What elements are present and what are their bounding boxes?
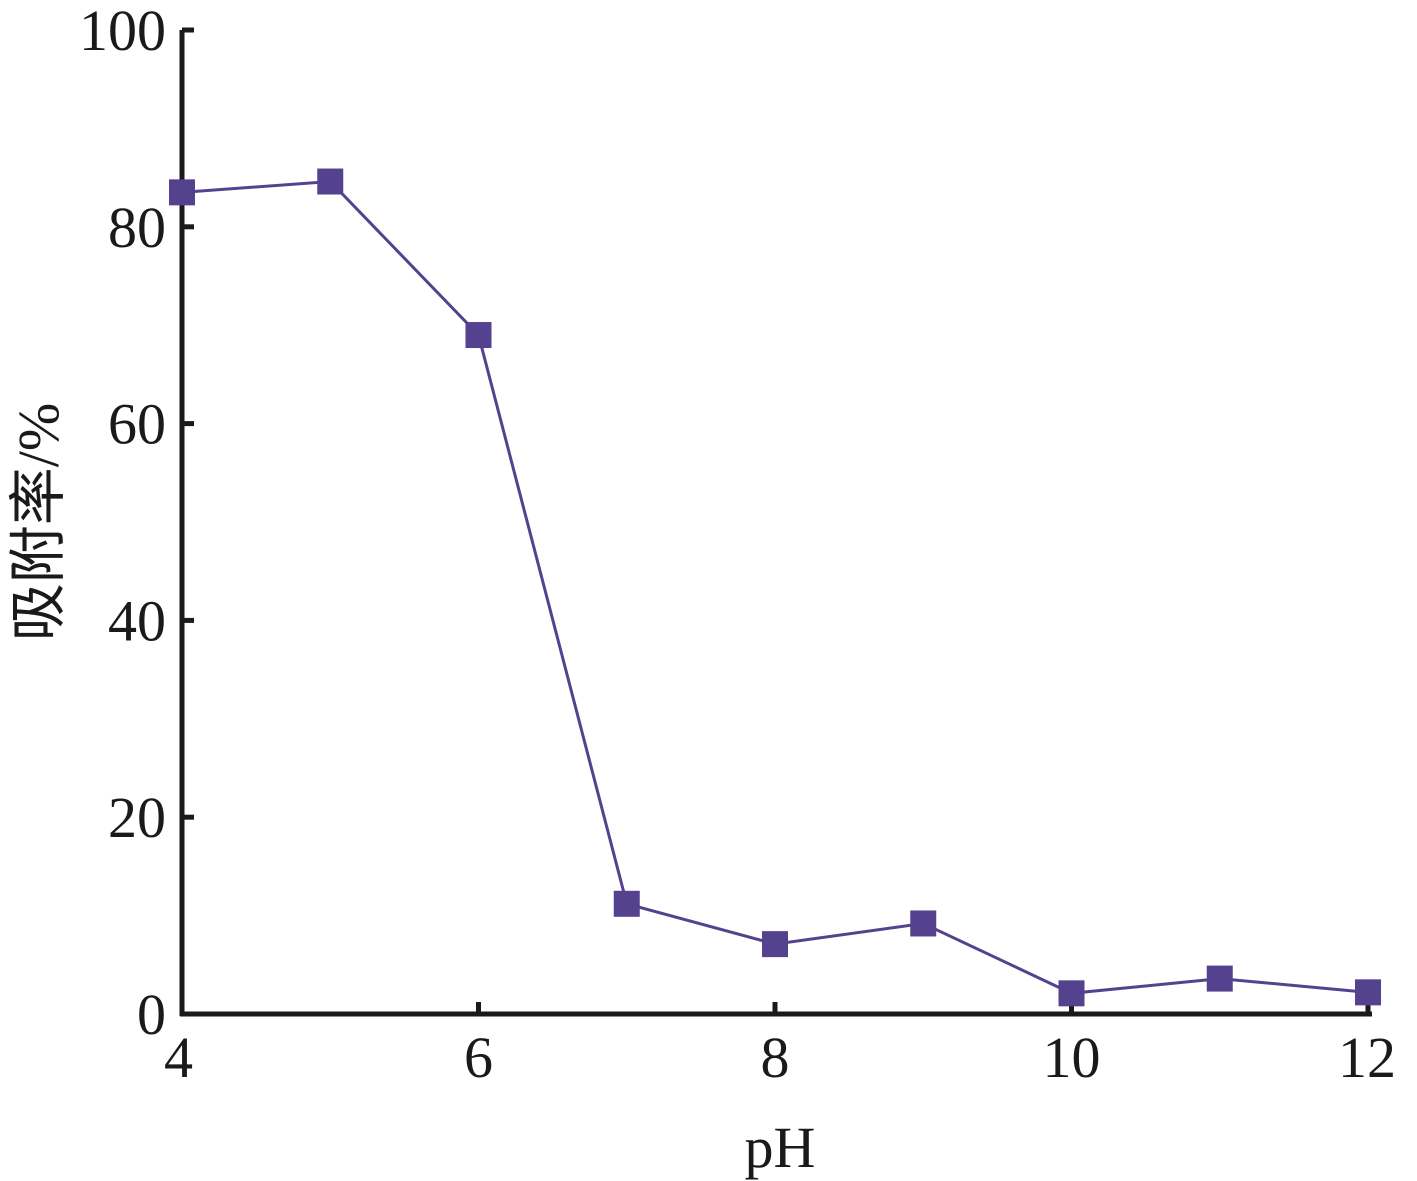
data-point xyxy=(613,890,640,917)
data-point xyxy=(169,179,195,206)
x-tick-label: 6 xyxy=(464,1025,493,1090)
series-layer xyxy=(169,168,1381,1007)
data-point xyxy=(910,910,937,937)
x-tick-label: 12 xyxy=(1338,1025,1396,1090)
y-tick-label: 100 xyxy=(79,0,166,63)
tick-labels: 0 20 40 60 80 100 4 6 8 10 12 xyxy=(79,0,1396,1090)
data-point xyxy=(1355,979,1381,1006)
y-tick-label: 60 xyxy=(108,392,166,457)
series-line xyxy=(181,179,1369,995)
data-point xyxy=(1058,980,1085,1007)
data-point xyxy=(465,322,492,349)
y-tick-label: 80 xyxy=(108,195,166,260)
x-tick-label: 10 xyxy=(1043,1025,1101,1090)
data-point xyxy=(1206,965,1233,992)
x-tick-label: 8 xyxy=(761,1025,790,1090)
ticks xyxy=(179,27,1371,1017)
y-axis-title: 吸附率/% xyxy=(6,403,71,641)
y-tick-label: 20 xyxy=(108,785,166,850)
data-point xyxy=(317,168,344,195)
axes xyxy=(179,30,1372,1017)
x-tick-label: 4 xyxy=(164,1025,193,1090)
y-tick-label: 0 xyxy=(137,982,166,1047)
x-axis-title: pH xyxy=(745,1115,816,1180)
y-tick-label: 40 xyxy=(108,588,166,653)
data-point xyxy=(762,931,788,958)
